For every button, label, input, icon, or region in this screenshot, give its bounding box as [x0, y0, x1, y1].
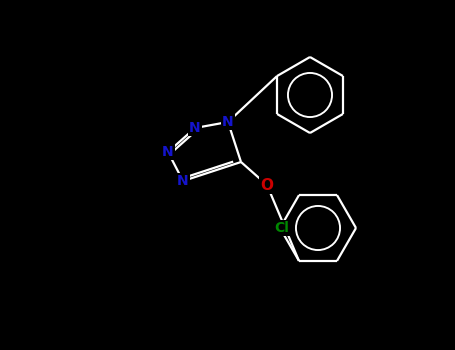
Text: N: N [162, 145, 174, 159]
Text: N: N [189, 121, 201, 135]
Text: O: O [261, 177, 273, 192]
Text: Cl: Cl [274, 221, 289, 235]
Text: N: N [222, 115, 234, 129]
Text: N: N [177, 174, 189, 188]
